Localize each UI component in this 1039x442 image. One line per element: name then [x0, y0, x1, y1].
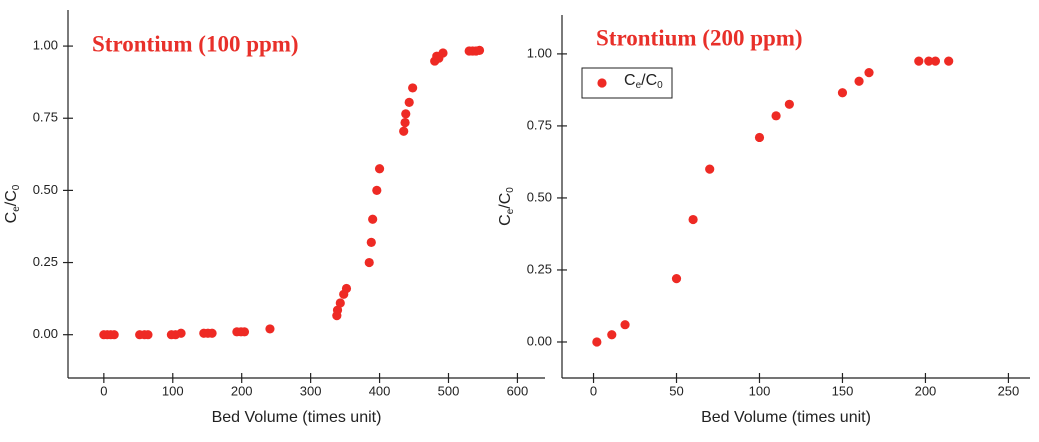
point	[109, 330, 119, 340]
x-tick-label: 100	[749, 383, 771, 398]
text-part: 0	[657, 80, 663, 91]
text-part: 0	[505, 187, 516, 193]
x-tick-label: 0	[100, 383, 107, 398]
point	[784, 99, 794, 109]
y-tick-label: 1.00	[527, 45, 552, 60]
point	[607, 330, 617, 340]
point	[374, 164, 385, 174]
y-tick-label: 0.75	[33, 110, 58, 125]
x-tick-label: 50	[669, 383, 683, 398]
point	[914, 56, 924, 66]
chart-title: Strontium (200 ppm)	[596, 25, 803, 50]
legend-box	[581, 67, 673, 99]
point	[366, 237, 376, 247]
point	[332, 305, 343, 315]
x-tick-label: 200	[231, 383, 253, 398]
x-axis-label: Bed Volume (times unit)	[701, 409, 871, 426]
point	[335, 298, 345, 308]
point	[265, 324, 275, 334]
y-tick-label: 0.25	[33, 254, 58, 269]
point	[671, 274, 682, 284]
point	[368, 214, 378, 224]
point	[399, 126, 409, 136]
point	[401, 109, 411, 119]
text-part: C	[497, 214, 514, 226]
x-tick-label: 200	[915, 383, 937, 398]
chart-title: Strontium (100 ppm)	[92, 31, 299, 56]
y-tick-label: 0.50	[33, 182, 58, 197]
text-part: /C	[641, 72, 657, 89]
point	[438, 48, 448, 58]
x-tick-label: 300	[300, 383, 322, 398]
point	[143, 330, 153, 340]
point	[364, 257, 374, 268]
x-tick-label: 600	[507, 383, 529, 398]
text-part: e	[11, 206, 22, 212]
y-tick-label: 0.75	[527, 117, 552, 132]
point	[404, 97, 414, 107]
x-tick-label: 250	[998, 383, 1020, 398]
y-tick-label: 1.00	[33, 38, 58, 53]
x-tick-label: 400	[369, 383, 391, 398]
point	[474, 45, 485, 56]
y-axis-label: Ce/C0	[3, 184, 21, 223]
point	[341, 283, 352, 294]
text-part: /C	[497, 193, 514, 209]
x-axis-label: Bed Volume (times unit)	[212, 409, 382, 426]
point	[771, 111, 781, 121]
point	[837, 88, 848, 98]
point	[207, 328, 217, 338]
text-part: e	[505, 208, 516, 214]
y-tick-label: 0.00	[527, 333, 552, 348]
y-tick-label: 0.00	[33, 326, 58, 341]
text-part: 0	[11, 184, 22, 190]
point	[400, 117, 410, 128]
x-tick-label: 100	[162, 383, 184, 398]
text-part: /C	[3, 190, 20, 206]
x-tick-label: 0	[590, 383, 597, 398]
y-tick-label: 0.25	[527, 261, 552, 276]
x-tick-label: 500	[438, 383, 460, 398]
point	[924, 56, 934, 66]
legend-marker	[597, 78, 607, 88]
text-part: C	[3, 212, 20, 224]
point	[854, 76, 864, 86]
point	[620, 320, 630, 330]
point	[754, 132, 765, 143]
text-part: e	[636, 80, 642, 91]
point	[864, 68, 874, 78]
point	[705, 164, 715, 174]
point	[408, 83, 418, 93]
point	[688, 214, 698, 225]
point	[944, 56, 954, 66]
legend-label: Ce/C0	[624, 72, 663, 90]
y-axis-label: Ce/C0	[497, 187, 515, 226]
point	[372, 185, 382, 195]
point	[239, 327, 250, 337]
text-part: C	[624, 72, 636, 89]
point	[930, 56, 941, 66]
y-tick-label: 0.50	[527, 189, 552, 204]
x-tick-label: 150	[832, 383, 854, 398]
point	[592, 337, 602, 347]
point	[176, 328, 186, 338]
